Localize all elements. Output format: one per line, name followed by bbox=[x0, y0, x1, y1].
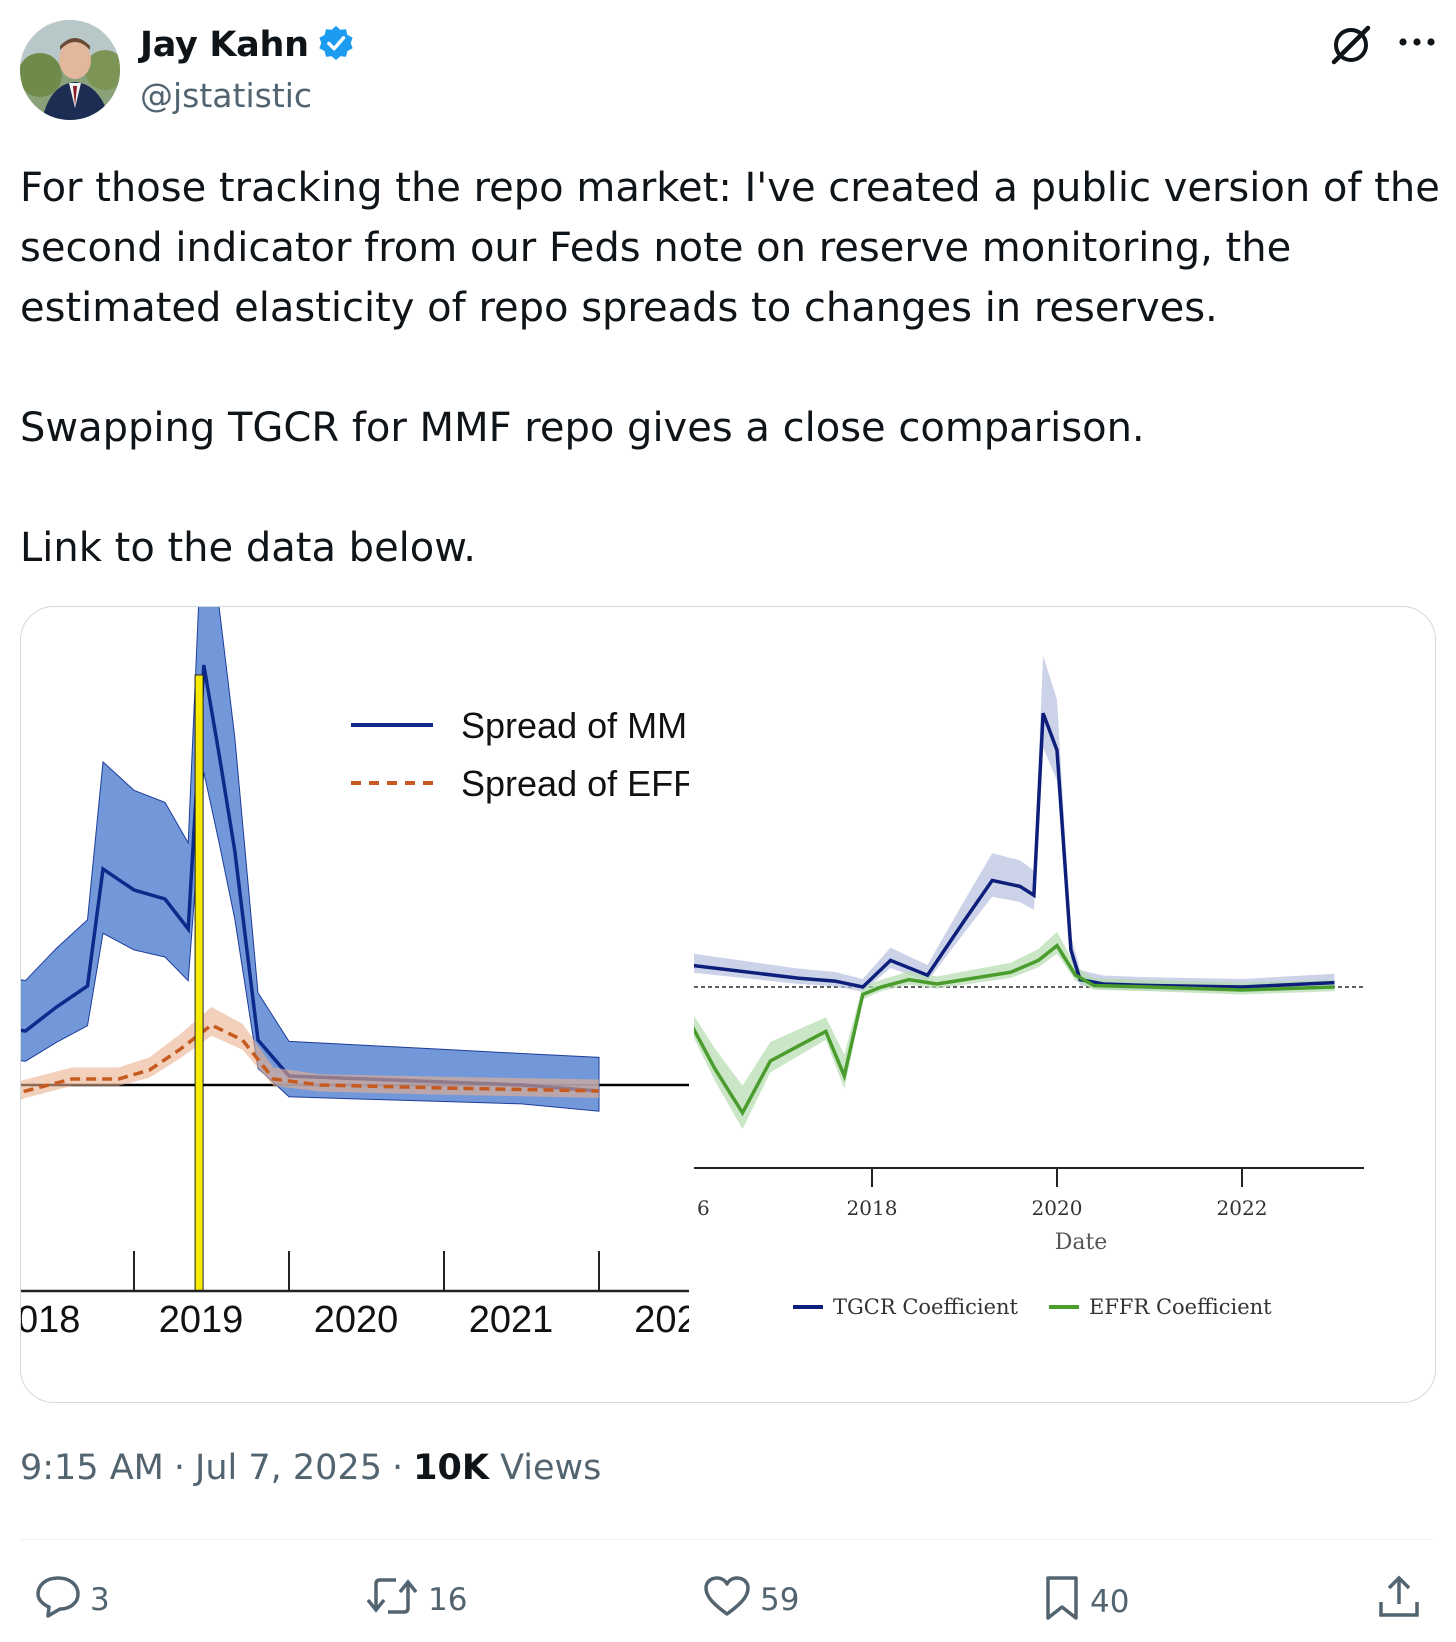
tweet-paragraph: For those tracking the repo market: I've… bbox=[20, 165, 1440, 331]
series-line bbox=[694, 943, 1335, 1117]
author-handle[interactable]: @jstatistic bbox=[140, 76, 313, 115]
x-tick-label: 2021 bbox=[469, 1299, 554, 1341]
more-icon[interactable] bbox=[1396, 30, 1438, 58]
divider bbox=[20, 1539, 1434, 1540]
tweet-image[interactable]: Spread of MMI Spread of EFFI 018 2019 2020 20… bbox=[20, 606, 1436, 1403]
x-tick-label: 2018 bbox=[847, 1196, 898, 1220]
highlight-vline bbox=[194, 674, 204, 1292]
series-line bbox=[694, 712, 1335, 989]
reply-icon bbox=[34, 1574, 82, 1626]
like-count: 59 bbox=[760, 1582, 800, 1618]
x-tick-label: 202 bbox=[634, 1299, 697, 1341]
left-chart: Spread of MMI Spread of EFFI 018 2019 2020 20… bbox=[21, 607, 705, 1341]
series-band bbox=[21, 607, 600, 1112]
tweet-date[interactable]: Jul 7, 2025 bbox=[195, 1448, 382, 1488]
views-label: Views bbox=[500, 1448, 602, 1488]
grok-icon[interactable] bbox=[1328, 22, 1374, 72]
author-name[interactable]: Jay Kahn bbox=[140, 25, 309, 65]
x-axis-label: Date bbox=[1055, 1230, 1108, 1255]
like-button[interactable]: 59 bbox=[702, 1574, 799, 1626]
tweet-paragraph: Link to the data below. bbox=[20, 525, 477, 571]
like-icon bbox=[702, 1574, 752, 1626]
bookmark-button[interactable]: 40 bbox=[1042, 1574, 1129, 1630]
meta-separator: · bbox=[173, 1448, 186, 1488]
tweet-meta: 9:15 AM · Jul 7, 2025 · 10K Views bbox=[20, 1448, 601, 1488]
meta-separator: · bbox=[391, 1448, 404, 1488]
right-chart: 6 2018 2020 2022 Date TGCR Coefficient EFFR Co… bbox=[694, 655, 1364, 1319]
reply-button[interactable]: 3 bbox=[34, 1574, 110, 1626]
retweet-count: 16 bbox=[428, 1582, 468, 1618]
tweet-text: For those tracking the repo market: I've… bbox=[20, 158, 1440, 578]
tweet-time[interactable]: 9:15 AM bbox=[20, 1448, 164, 1488]
profile-avatar[interactable] bbox=[20, 20, 120, 120]
series-band bbox=[21, 1007, 599, 1100]
chart-composite: Spread of MMI Spread of EFFI 018 2019 2020 20… bbox=[21, 607, 1364, 1341]
retweet-button[interactable]: 16 bbox=[364, 1574, 467, 1626]
series-band bbox=[694, 655, 1335, 992]
legend-label: TGCR Coefficient bbox=[833, 1295, 1019, 1319]
views-count: 10K bbox=[413, 1448, 489, 1488]
series-band bbox=[694, 931, 1335, 1130]
legend-label: Spread of MMI bbox=[461, 705, 697, 746]
x-tick-label: 018 bbox=[21, 1299, 80, 1341]
x-tick-label: 2020 bbox=[1032, 1196, 1083, 1220]
bookmark-count: 40 bbox=[1090, 1584, 1130, 1620]
legend-label: EFFR Coefficient bbox=[1089, 1295, 1272, 1319]
share-button[interactable] bbox=[1376, 1574, 1422, 1628]
retweet-icon bbox=[364, 1574, 420, 1626]
x-tick-label: 2022 bbox=[1217, 1196, 1268, 1220]
tweet-paragraph: Swapping TGCR for MMF repo gives a close… bbox=[20, 405, 1145, 451]
bookmark-icon bbox=[1042, 1574, 1082, 1630]
reply-count: 3 bbox=[90, 1582, 110, 1618]
legend-label: Spread of EFFI bbox=[461, 763, 705, 804]
x-tick-label: 2019 bbox=[159, 1299, 244, 1341]
x-tick-label: 6 bbox=[697, 1196, 710, 1220]
share-icon bbox=[1376, 1574, 1422, 1628]
x-tick-label: 2020 bbox=[314, 1299, 399, 1341]
verified-badge-icon bbox=[317, 24, 355, 66]
